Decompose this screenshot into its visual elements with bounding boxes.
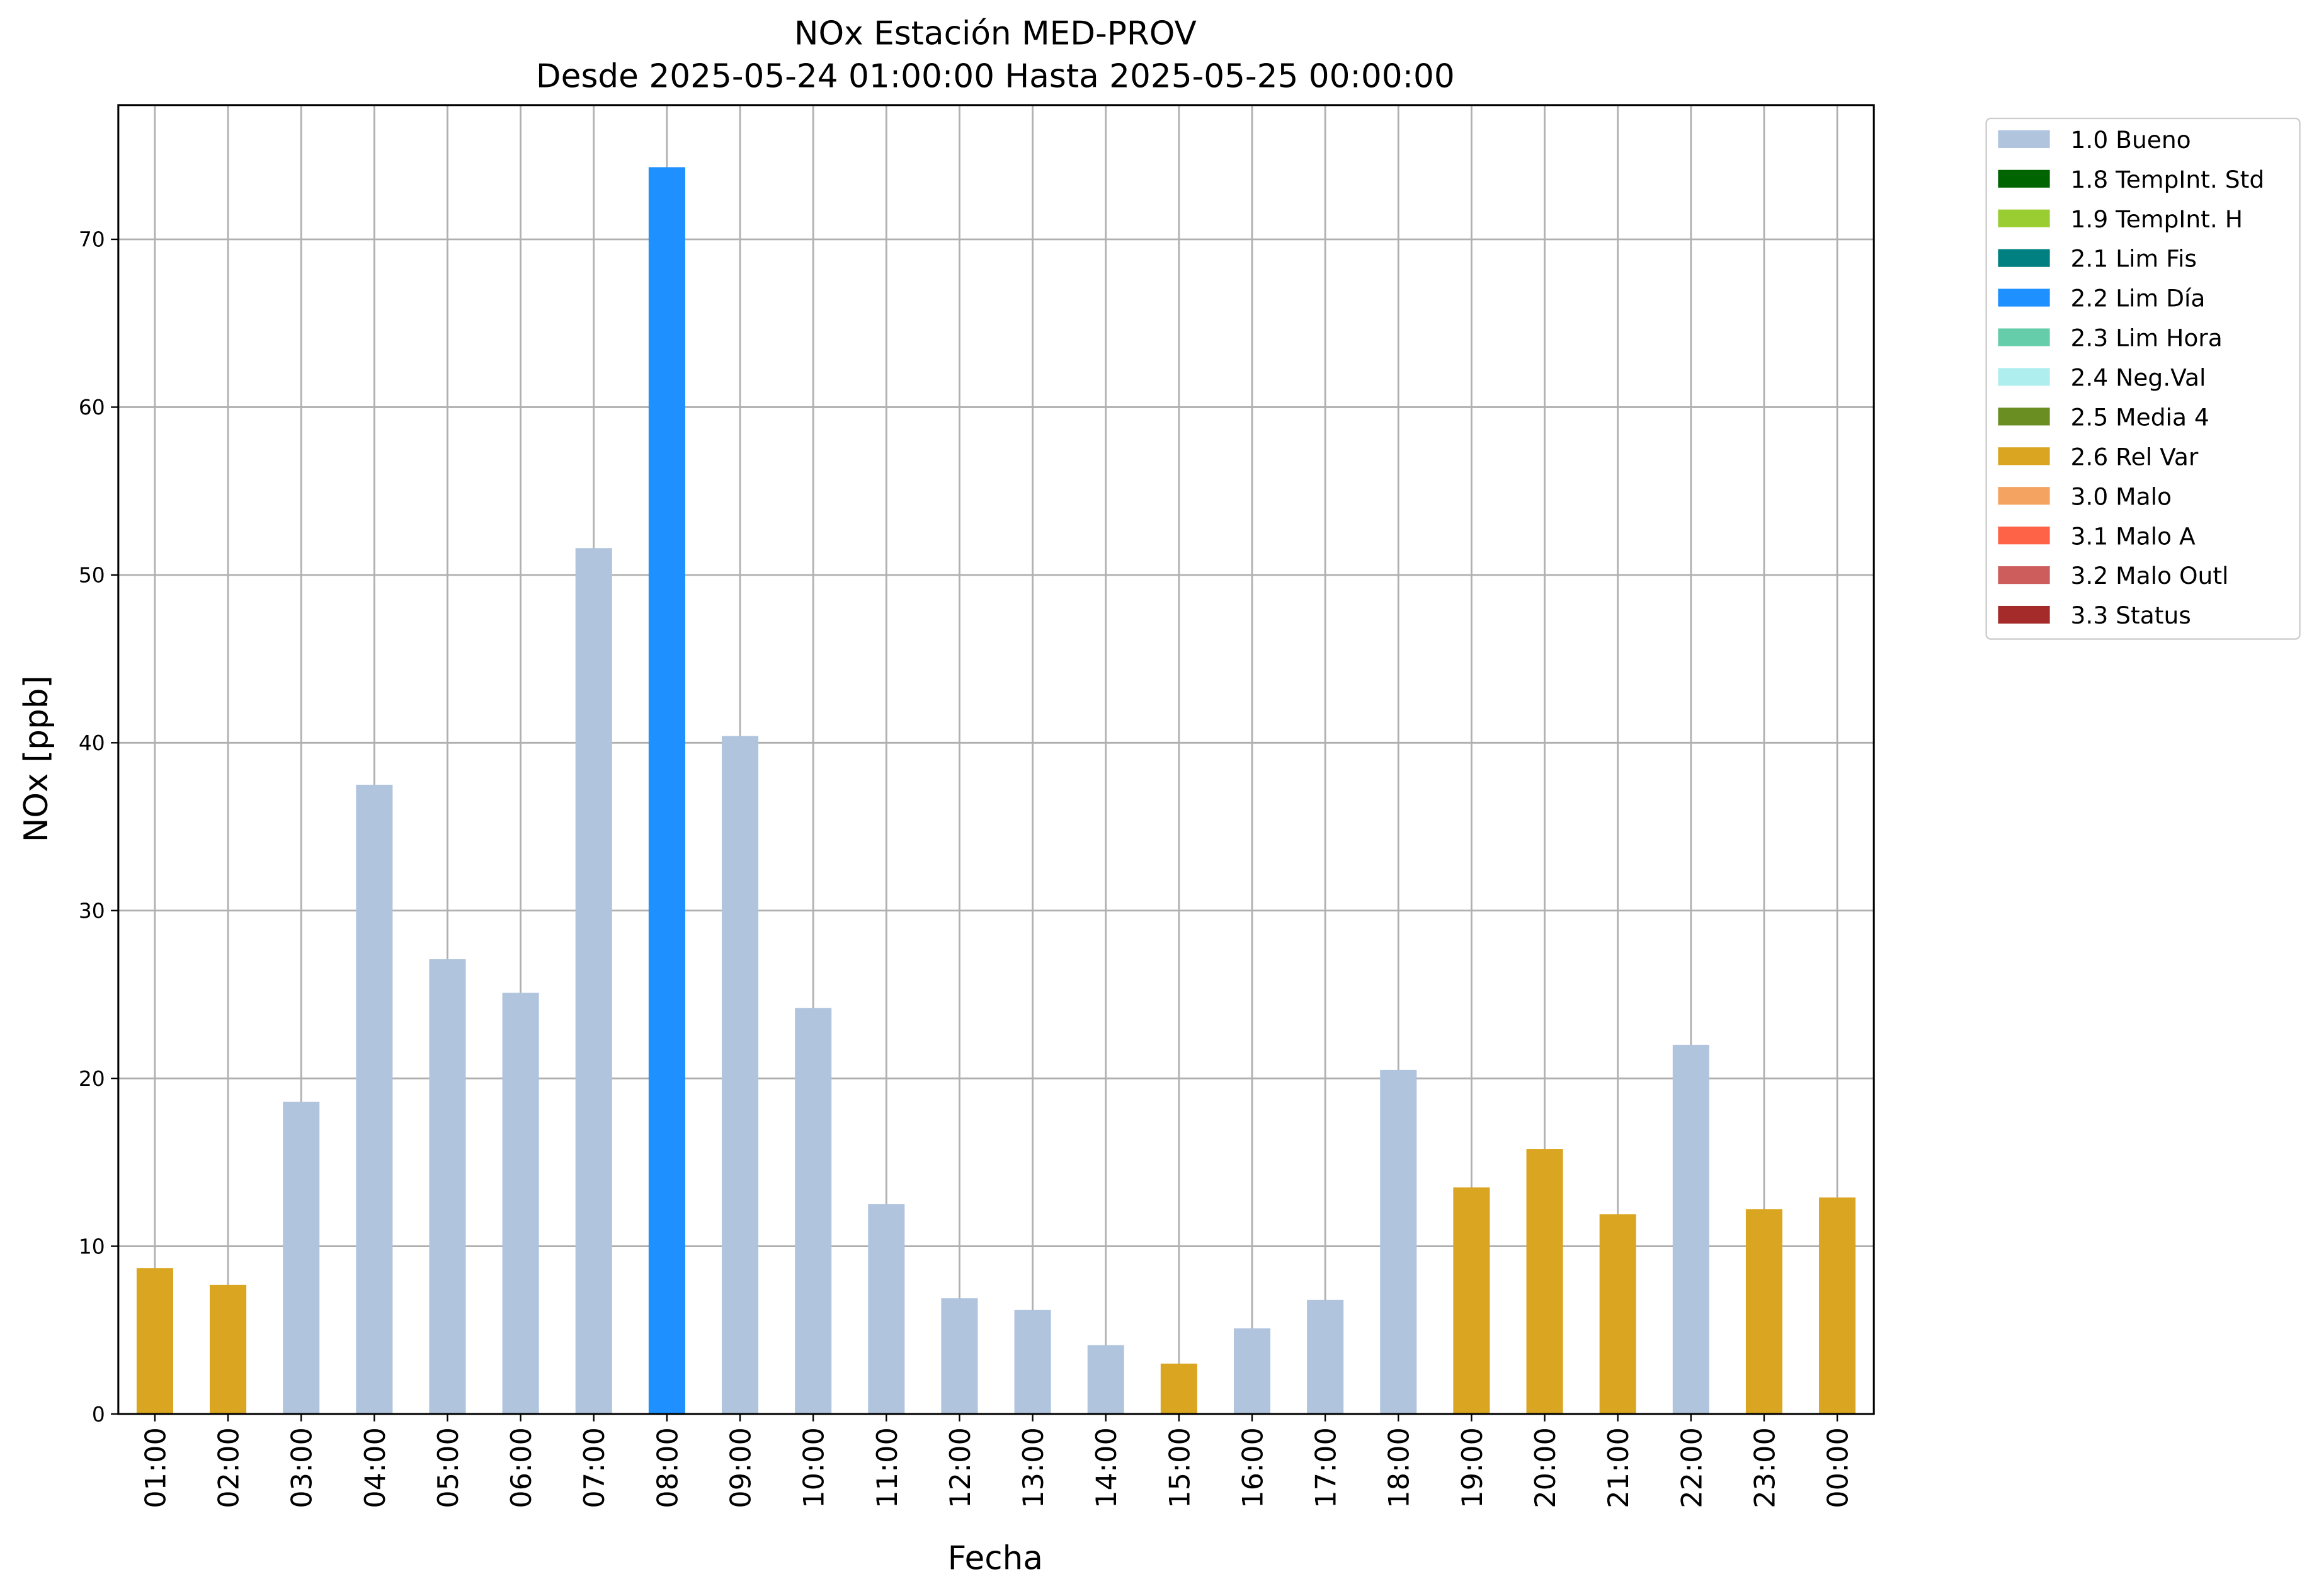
x-tick-label: 09:00 xyxy=(724,1427,757,1508)
legend-label: 2.3 Lim Hora xyxy=(2071,324,2223,352)
bar xyxy=(1819,1197,1856,1415)
x-tick-label: 08:00 xyxy=(651,1427,684,1508)
x-tick-label: 19:00 xyxy=(1456,1427,1489,1508)
x-tick-label: 02:00 xyxy=(213,1427,246,1508)
bar xyxy=(868,1204,905,1415)
legend-label: 1.0 Bueno xyxy=(2071,126,2191,154)
legend-swatch xyxy=(1998,605,2050,624)
y-tick-label: 20 xyxy=(79,1066,105,1091)
legend-label: 3.2 Malo Outl xyxy=(2071,562,2229,590)
x-tick-label: 03:00 xyxy=(286,1427,319,1508)
x-tick-label: 12:00 xyxy=(944,1427,977,1508)
legend-swatch xyxy=(1998,368,2050,386)
bar xyxy=(356,784,393,1415)
bar xyxy=(575,548,612,1415)
chart-title: NOx Estación MED-PROV xyxy=(794,15,1197,53)
bar xyxy=(1453,1187,1490,1415)
legend-swatch xyxy=(1998,566,2050,584)
legend-label: 3.1 Malo A xyxy=(2071,522,2196,550)
legend-label: 3.0 Malo xyxy=(2071,482,2172,510)
legend-box xyxy=(1985,117,2301,640)
y-tick-label: 0 xyxy=(92,1402,105,1427)
legend-swatch xyxy=(1998,447,2050,465)
bar xyxy=(1526,1149,1563,1415)
plot-frame xyxy=(117,104,1875,1415)
x-tick-label: 01:00 xyxy=(139,1427,172,1508)
bar xyxy=(210,1284,247,1415)
chart-subtitle: Desde 2025-05-24 01:00:00 Hasta 2025-05-… xyxy=(536,58,1455,96)
x-tick-label: 23:00 xyxy=(1748,1427,1781,1508)
legend: 1.0 Bueno 1.8 TempInt. Std 1.9 TempInt. H 2… xyxy=(1998,126,2264,629)
bar xyxy=(1672,1044,1709,1415)
x-tick-label: 07:00 xyxy=(578,1427,611,1508)
bar xyxy=(795,1008,832,1415)
x-tick-label: 22:00 xyxy=(1675,1427,1708,1508)
x-tick-label: 17:00 xyxy=(1310,1427,1343,1508)
y-axis-label: NOx [ppb] xyxy=(18,675,55,842)
x-tick-label: 13:00 xyxy=(1017,1427,1050,1508)
x-tick-label: 11:00 xyxy=(871,1427,904,1508)
bar xyxy=(429,959,466,1415)
x-tick-label: 04:00 xyxy=(359,1427,392,1508)
bar xyxy=(1599,1214,1636,1415)
y-tick-label: 60 xyxy=(79,395,105,419)
legend-label: 1.8 TempInt. Std xyxy=(2071,166,2265,193)
x-tick-label: 16:00 xyxy=(1236,1427,1269,1508)
x-tick-label: 10:00 xyxy=(798,1427,831,1508)
bar xyxy=(136,1268,173,1415)
bars xyxy=(136,167,1856,1415)
bar xyxy=(283,1102,320,1415)
legend-swatch xyxy=(1998,209,2050,227)
bar xyxy=(1233,1328,1271,1415)
y-tick-label: 40 xyxy=(79,731,105,755)
bar xyxy=(941,1298,978,1415)
legend-swatch xyxy=(1998,130,2050,148)
bar xyxy=(1307,1299,1344,1415)
legend-swatch xyxy=(1998,249,2050,267)
x-tick-label: 14:00 xyxy=(1090,1427,1123,1508)
x-axis-label: Fecha xyxy=(948,1540,1043,1578)
legend-swatch xyxy=(1998,288,2050,307)
legend-label: 2.5 Media 4 xyxy=(2071,403,2209,431)
legend-label: 2.1 Lim Fis xyxy=(2071,245,2197,273)
legend-label: 2.2 Lim Día xyxy=(2071,285,2206,312)
legend-swatch xyxy=(1998,527,2050,545)
x-tick-label: 15:00 xyxy=(1163,1427,1196,1508)
legend-swatch xyxy=(1998,328,2050,346)
legend-label: 2.6 Rel Var xyxy=(2071,443,2199,470)
bar xyxy=(502,993,539,1415)
bar xyxy=(1160,1364,1197,1415)
bar xyxy=(1380,1069,1417,1415)
x-tick-label: 18:00 xyxy=(1383,1427,1416,1508)
legend-swatch xyxy=(1998,487,2050,505)
y-tick-label: 50 xyxy=(79,563,105,588)
bar xyxy=(1745,1209,1783,1415)
y-tick-label: 10 xyxy=(79,1234,105,1258)
bar xyxy=(1014,1309,1051,1415)
bar xyxy=(722,736,759,1415)
legend-label: 1.9 TempInt. H xyxy=(2071,205,2243,233)
legend-swatch xyxy=(1998,169,2050,188)
x-tick-label: 20:00 xyxy=(1529,1427,1562,1508)
bar xyxy=(648,167,685,1415)
legend-swatch xyxy=(1998,408,2050,426)
y-tick-label: 30 xyxy=(79,898,105,923)
x-tick-label: 21:00 xyxy=(1602,1427,1635,1508)
x-tick-label: 06:00 xyxy=(505,1427,538,1508)
legend-label: 2.4 Neg.Val xyxy=(2071,364,2206,392)
x-tick-label: 00:00 xyxy=(1822,1427,1855,1508)
x-tick-label: 05:00 xyxy=(432,1427,465,1508)
axes: 0 10 20 30 40 50 60 70 01:00 02:00 03:00 04:00 05:00… xyxy=(79,227,1855,1508)
y-tick-label: 70 xyxy=(79,227,105,252)
legend-label: 3.3 Status xyxy=(2071,601,2191,629)
bar xyxy=(1087,1345,1124,1415)
